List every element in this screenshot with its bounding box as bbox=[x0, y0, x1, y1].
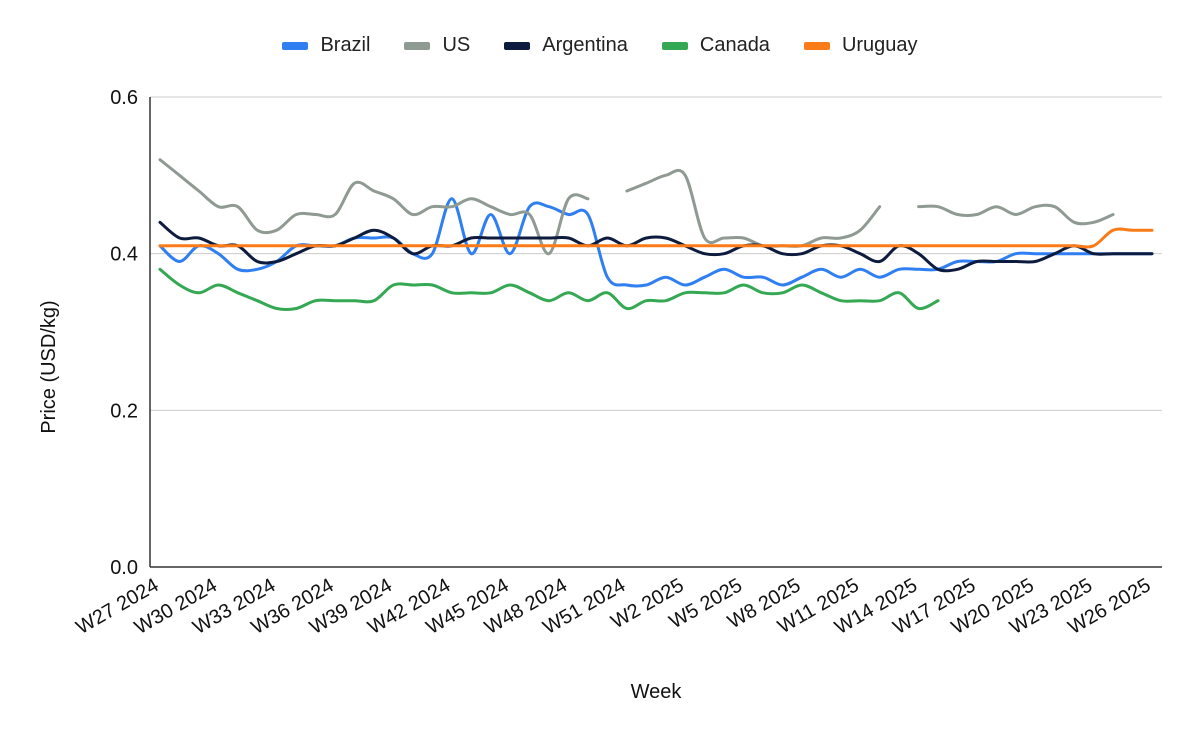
legend-swatch bbox=[404, 41, 431, 50]
legend-label: Argentina bbox=[542, 34, 628, 56]
y-axis-title: Price (USD/kg) bbox=[38, 300, 60, 433]
series-lines bbox=[158, 158, 1154, 311]
legend: Brazil US Argentina Canada Uruguay bbox=[0, 34, 1200, 57]
legend-item-uruguay: Uruguay bbox=[803, 34, 918, 57]
series-line-us bbox=[625, 168, 882, 248]
grid-lines bbox=[150, 96, 1162, 411]
legend-swatch bbox=[282, 41, 309, 50]
series-line-us bbox=[158, 158, 590, 256]
legend-swatch bbox=[504, 41, 531, 50]
legend-item-argentina: Argentina bbox=[504, 34, 628, 57]
legend-swatch bbox=[803, 41, 830, 50]
legend-item-us: US bbox=[404, 34, 470, 57]
series-line-us bbox=[917, 203, 1115, 226]
legend-label: Brazil bbox=[320, 34, 371, 56]
series-line-brazil bbox=[158, 197, 1154, 288]
legend-label: Uruguay bbox=[841, 34, 918, 56]
legend-label: US bbox=[442, 34, 471, 56]
legend-label: Canada bbox=[699, 34, 770, 56]
legend-item-canada: Canada bbox=[661, 34, 770, 57]
y-tick-label: 0.4 bbox=[110, 244, 138, 266]
y-tick-label: 0.2 bbox=[110, 400, 138, 422]
series-line-canada bbox=[158, 267, 940, 311]
legend-swatch bbox=[661, 41, 688, 50]
x-axis-title: Week bbox=[631, 681, 683, 703]
y-tick-label: 0.6 bbox=[110, 87, 138, 109]
series-line-uruguay bbox=[158, 227, 1154, 249]
y-tick-label: 0.0 bbox=[110, 557, 138, 579]
legend-item-brazil: Brazil bbox=[282, 34, 370, 57]
